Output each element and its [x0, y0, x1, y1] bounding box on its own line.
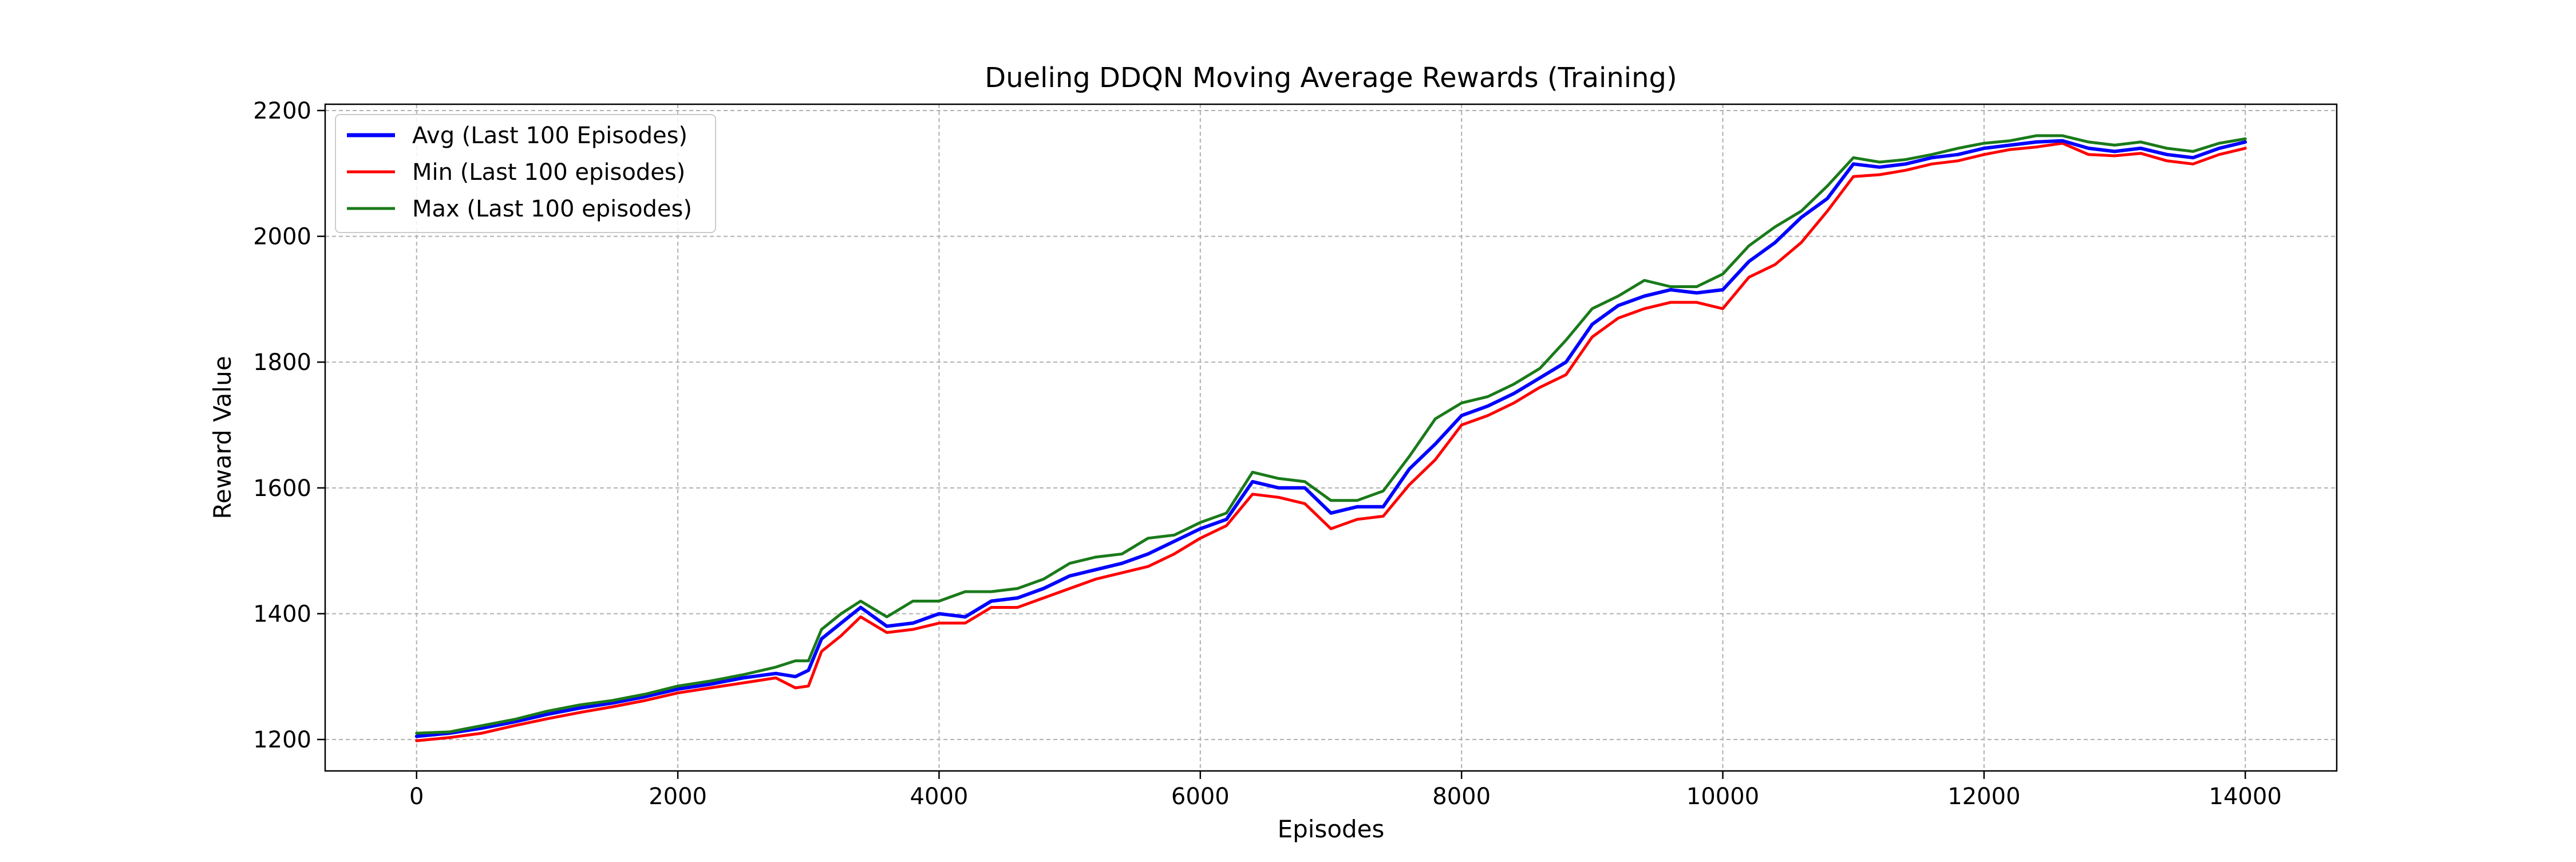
- x-tick-label: 8000: [1432, 784, 1491, 810]
- y-tick-label: 1200: [253, 727, 311, 753]
- x-axis-title: Episodes: [1278, 815, 1385, 843]
- plot-frame: [324, 103, 2338, 772]
- y-tick-label: 2000: [253, 224, 311, 250]
- x-tick-label: 4000: [910, 784, 969, 810]
- x-tick-label: 0: [409, 784, 424, 810]
- legend: Avg (Last 100 Episodes) Min (Last 100 ep…: [335, 114, 716, 233]
- x-tick-label: 2000: [649, 784, 707, 810]
- chart-title: Dueling DDQN Moving Average Rewards (Tra…: [985, 62, 1677, 94]
- y-axis-title: Reward Value: [208, 356, 236, 519]
- x-tick-label: 14000: [2209, 784, 2282, 810]
- legend-label-avg: Avg (Last 100 Episodes): [412, 123, 688, 149]
- legend-box: [335, 114, 716, 233]
- x-tick-label: 10000: [1686, 784, 1759, 810]
- legend-label-max: Max (Last 100 episodes): [412, 196, 692, 222]
- y-tick-label: 2200: [253, 98, 311, 124]
- legend-label-min: Min (Last 100 episodes): [412, 159, 685, 186]
- y-tick-label: 1600: [253, 475, 311, 502]
- y-tick-label: 1800: [253, 349, 311, 376]
- x-tick-label: 12000: [1947, 784, 2020, 810]
- x-tick-label: 6000: [1171, 784, 1230, 810]
- grid-layer: [325, 104, 2337, 771]
- series-layer: [414, 134, 2247, 742]
- series-line-min: [415, 141, 2247, 742]
- y-tick-label: 1400: [253, 601, 311, 627]
- axis-layer: 0 2000 4000 6000 8000 10000 12000 14000 1200 1400…: [253, 98, 2282, 810]
- series-line-avg: [414, 139, 2247, 738]
- series-line-max: [415, 134, 2247, 735]
